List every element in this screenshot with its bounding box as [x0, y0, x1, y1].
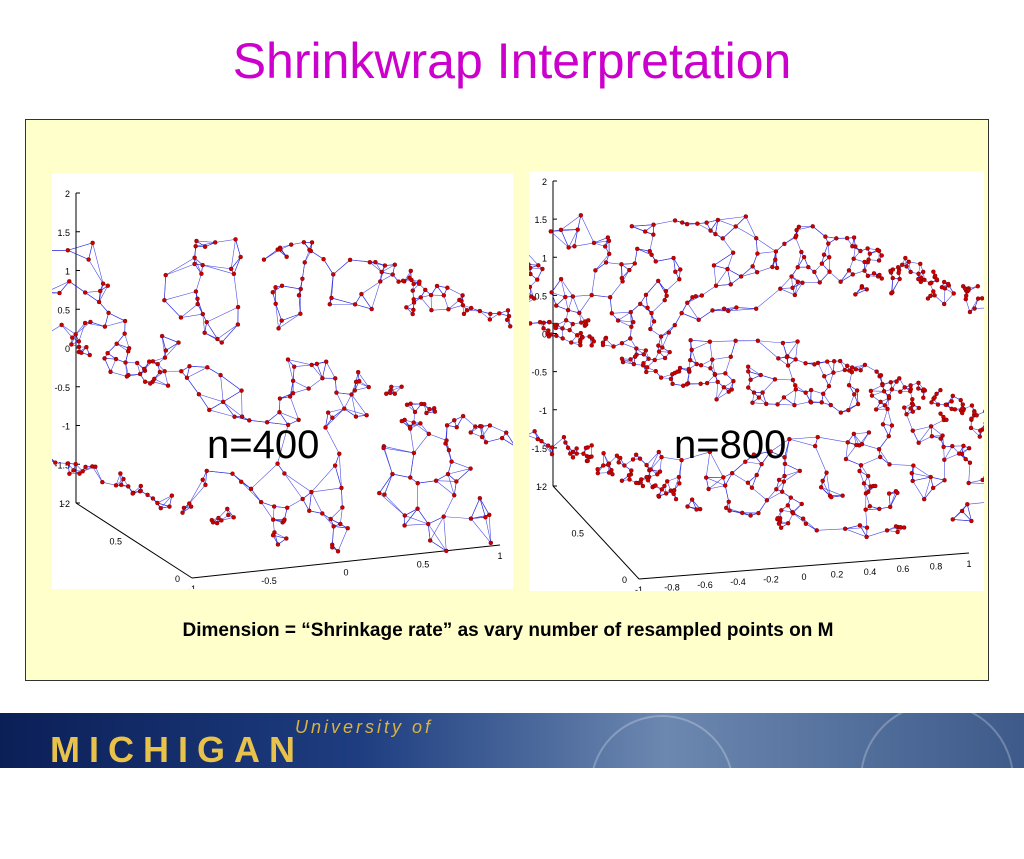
footer-michigan-logo: MICHIGAN	[50, 729, 304, 771]
z-tick-label: 0.5	[57, 305, 70, 315]
y-tick-label: 0	[622, 575, 627, 585]
seal-icon	[860, 703, 1014, 857]
label-n400: n=400	[207, 423, 319, 468]
figure-caption: Dimension = “Shrinkage rate” as vary num…	[26, 620, 990, 642]
x-tick-label: 0.6	[897, 564, 910, 574]
x-tick-label: 0.4	[864, 567, 877, 577]
x-tick-label: 0.5	[417, 559, 430, 569]
z-tick-label: 0.5	[534, 291, 547, 301]
z-tick-label: -1	[539, 406, 547, 416]
slide-title: Shrinkwrap Interpretation	[0, 32, 1024, 90]
z-tick-label: -0.5	[531, 368, 547, 378]
z-tick-label: 1.5	[57, 228, 70, 238]
z-tick-label: 1.5	[534, 215, 547, 225]
graph-edges	[529, 215, 984, 537]
x-tick-label: -0.6	[697, 580, 713, 590]
graph-nodes	[529, 213, 984, 539]
label-n800: n=800	[674, 423, 786, 468]
z-tick-label: 1	[65, 267, 70, 277]
university-footer: University of MICHIGAN	[0, 713, 1024, 768]
z-tick-label: -1	[62, 422, 70, 432]
x-tick-label: 0	[343, 568, 348, 578]
footer-university-text: University of	[295, 717, 433, 738]
scatter-graph-n400: 21.510.50-0.5-1-1.5-210.50-1-0.500.51	[52, 173, 513, 589]
z-tick-label: 1	[542, 253, 547, 263]
x-tick-label: 0.2	[831, 569, 844, 579]
graph-nodes	[52, 237, 513, 553]
y-tick-label: 1	[59, 499, 64, 509]
x-tick-label: -0.4	[730, 577, 746, 587]
z-tick-label: 0	[65, 344, 70, 354]
x-tick-label: -1	[635, 585, 643, 591]
z-tick-label: -0.5	[54, 383, 70, 393]
x-tick-label: 1	[966, 559, 971, 569]
x-tick-label: 0	[801, 572, 806, 582]
z-tick-label: 2	[542, 177, 547, 187]
y-axis	[553, 486, 639, 579]
x-tick-label: 0.8	[930, 562, 943, 572]
seal-icon	[590, 715, 734, 859]
x-tick-label: -1	[188, 584, 196, 589]
scatter-graph-n800: 21.510.50-0.5-1-1.5-210.50-1-0.8-0.6-0.4…	[529, 171, 984, 591]
y-tick-label: 1	[536, 482, 541, 492]
x-tick-label: -0.8	[664, 582, 680, 591]
x-tick-label: -0.5	[261, 576, 277, 586]
y-tick-label: 0	[175, 574, 180, 584]
x-tick-label: 1	[497, 551, 502, 561]
y-axis	[76, 503, 192, 578]
x-tick-label: -0.2	[763, 575, 779, 585]
y-tick-label: 0.5	[109, 537, 122, 547]
z-tick-label: 2	[65, 189, 70, 199]
y-tick-label: 0.5	[571, 529, 584, 539]
